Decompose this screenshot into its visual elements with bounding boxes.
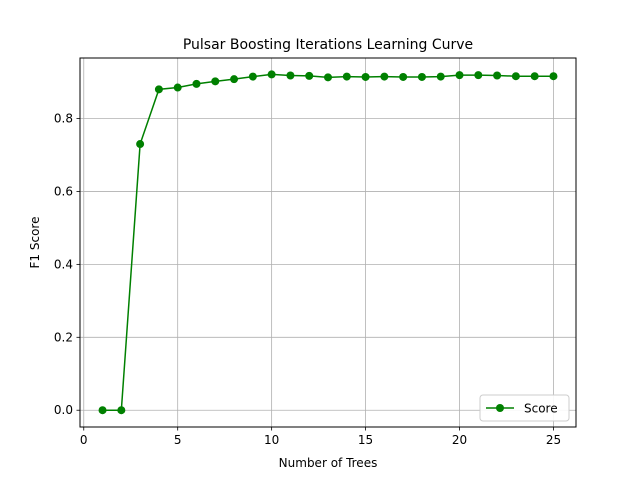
data-point bbox=[474, 71, 483, 80]
data-point bbox=[267, 70, 276, 79]
data-point bbox=[530, 72, 539, 81]
data-point bbox=[493, 71, 502, 80]
series-line-score bbox=[102, 73, 554, 411]
legend: Score bbox=[479, 394, 570, 422]
x-tick-label: 15 bbox=[358, 433, 373, 447]
y-tick-label: 0.6 bbox=[54, 184, 73, 198]
y-axis-label: F1 Score bbox=[28, 217, 42, 269]
data-point bbox=[98, 406, 107, 415]
data-point bbox=[211, 77, 220, 86]
data-point bbox=[399, 72, 408, 81]
data-point bbox=[436, 72, 445, 81]
y-tick-label: 0.0 bbox=[54, 403, 73, 417]
data-point bbox=[511, 72, 520, 81]
data-point bbox=[173, 83, 182, 92]
data-point bbox=[192, 79, 201, 88]
plot-frame bbox=[79, 57, 577, 428]
data-point bbox=[380, 72, 389, 81]
data-point bbox=[549, 72, 558, 81]
data-point bbox=[248, 72, 257, 81]
data-point bbox=[230, 75, 239, 84]
x-tick-label: 0 bbox=[80, 433, 88, 447]
data-point bbox=[361, 72, 370, 81]
data-point bbox=[342, 72, 351, 81]
data-point bbox=[417, 72, 426, 81]
data-point bbox=[286, 71, 295, 80]
legend-marker bbox=[496, 404, 504, 412]
data-point bbox=[154, 85, 163, 94]
data-point bbox=[117, 406, 126, 415]
legend-box bbox=[479, 394, 570, 422]
x-tick-label: 20 bbox=[452, 433, 467, 447]
y-tick-label: 0.4 bbox=[54, 257, 73, 271]
y-tick-label: 0.2 bbox=[54, 330, 73, 344]
ticks: 0 5 10 15 20 25 0.0 0.2 0.4 0.6 0.8 bbox=[54, 112, 561, 447]
chart-title: Pulsar Boosting Iterations Learning Curv… bbox=[183, 37, 473, 53]
data-point bbox=[136, 140, 145, 149]
data-point bbox=[305, 71, 314, 80]
x-axis-label: Number of Trees bbox=[279, 456, 378, 470]
series-layer bbox=[98, 70, 558, 415]
grid bbox=[80, 58, 576, 427]
x-tick-label: 10 bbox=[264, 433, 279, 447]
x-tick-label: 5 bbox=[174, 433, 182, 447]
legend-label: Score bbox=[524, 402, 558, 416]
data-point bbox=[324, 73, 332, 82]
y-tick-label: 0.8 bbox=[54, 112, 73, 126]
data-point bbox=[455, 71, 464, 80]
x-tick-label: 25 bbox=[546, 433, 561, 447]
